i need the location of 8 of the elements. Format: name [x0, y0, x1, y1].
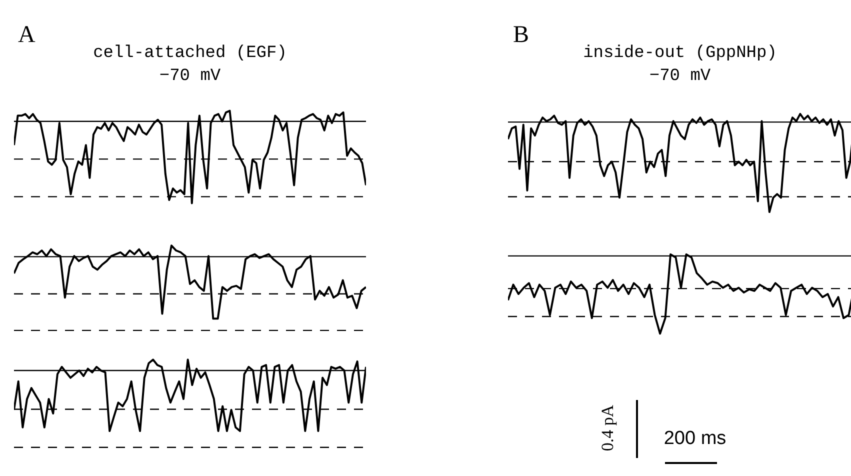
text: 200 ms	[662, 428, 728, 450]
chart-subtitle: inside-out (GppNHp)	[582, 44, 778, 63]
text: −70 mV	[158, 67, 222, 86]
chart-subtitle: cell-attached (EGF)	[92, 44, 288, 63]
text: 0.4 pA	[598, 404, 618, 454]
chart-title: B	[513, 22, 530, 49]
chart-title: A	[18, 22, 36, 49]
text: −70 mV	[648, 67, 712, 86]
